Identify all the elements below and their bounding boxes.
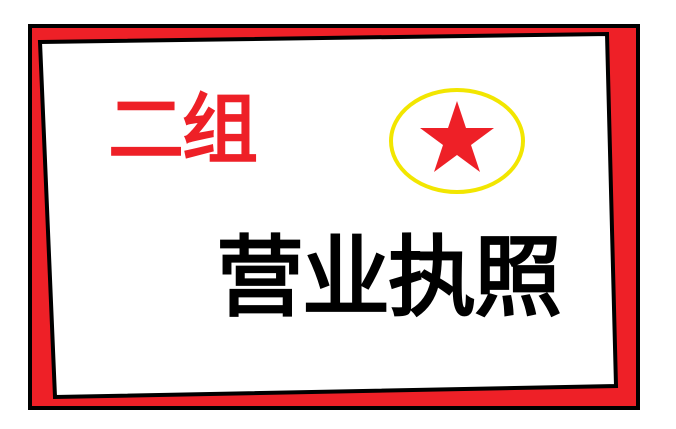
group-label: 二组: [108, 85, 258, 174]
license-title: 营业执照: [216, 226, 562, 329]
white-card: [37, 31, 619, 400]
seal-ring: [389, 88, 525, 194]
red-star-icon: [420, 101, 494, 172]
